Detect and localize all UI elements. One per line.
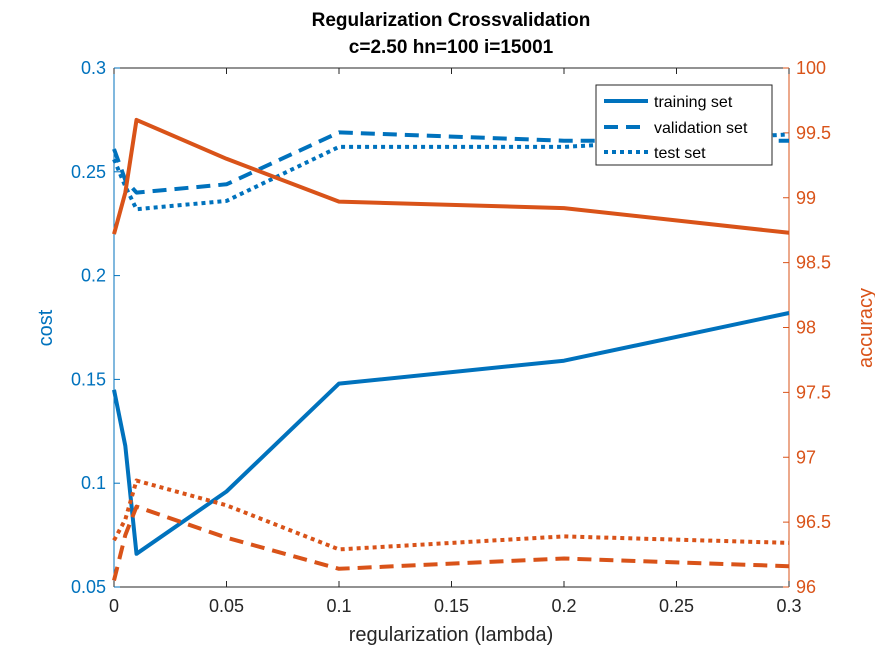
- y-right-tick-label: 99.5: [796, 123, 831, 143]
- x-tick-label: 0.3: [776, 596, 801, 616]
- y-left-tick-label: 0.05: [71, 577, 106, 597]
- x-tick-label: 0.2: [551, 596, 576, 616]
- x-axis-label: regularization (lambda): [349, 624, 554, 646]
- x-tick-label: 0.05: [209, 596, 244, 616]
- series-line-right-dashed: [112, 504, 790, 581]
- legend-label-validation: validation set: [654, 120, 748, 137]
- y-left-tick-label: 0.2: [81, 266, 106, 286]
- series-line-left-dotted: [112, 132, 790, 212]
- y-left-tick-label: 0.1: [81, 473, 106, 493]
- series-line-right-dotted: [112, 478, 790, 552]
- y-left-tick-label: 0.15: [71, 369, 106, 389]
- y-left-tick-label: 0.25: [71, 162, 106, 182]
- series-line-left-solid: [112, 311, 790, 556]
- y-right-tick-label: 97.5: [796, 382, 831, 402]
- x-tick-label: 0.1: [326, 596, 351, 616]
- y-right-tick-label: 99: [796, 188, 816, 208]
- y-left-tick-label: 0.3: [81, 58, 106, 78]
- y-axis-right-label: accuracy: [855, 288, 875, 368]
- legend-label-training: training set: [654, 94, 733, 111]
- legend-label-test: test set: [654, 145, 706, 162]
- y-right-tick-label: 100: [796, 58, 826, 78]
- x-tick-label: 0: [109, 596, 119, 616]
- chart-title: Regularization Crossvalidation: [312, 10, 591, 31]
- x-tick-label: 0.15: [434, 596, 469, 616]
- legend-box: [595, 84, 773, 166]
- y-right-tick-label: 98: [796, 318, 816, 338]
- series-line-right-solid: [112, 117, 790, 235]
- legend: training set validation set test set: [595, 84, 773, 166]
- y-right-tick-label: 98.5: [796, 253, 831, 273]
- y-right-tick-label: 97: [796, 447, 816, 467]
- plot-area: 0 0.05 0.1 0.15 0.2 0.25 0.30.050.10.150.20.25…: [71, 58, 831, 616]
- chart-subtitle: c=2.50 hn=100 i=15001: [349, 37, 554, 58]
- y-axis-left-label: cost: [35, 309, 57, 346]
- y-right-tick-label: 96.5: [796, 512, 831, 532]
- x-tick-label: 0.25: [659, 596, 694, 616]
- y-right-tick-label: 96: [796, 577, 816, 597]
